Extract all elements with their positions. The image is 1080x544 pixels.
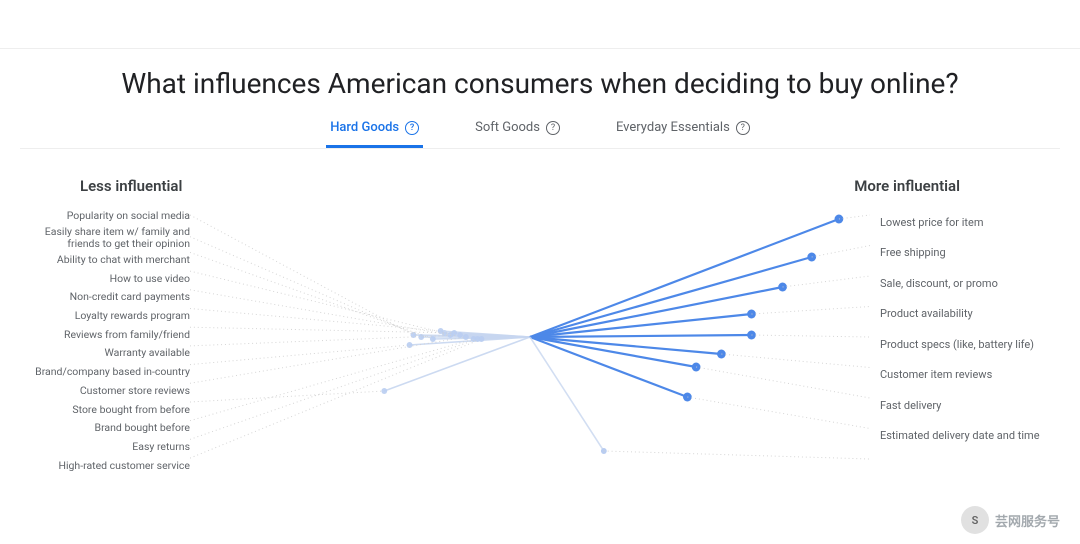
tab-label: Soft Goods	[475, 120, 540, 135]
header-more-influential: More influential	[854, 177, 960, 195]
left-label: Customer store reviews	[20, 382, 190, 401]
tab-label: Everyday Essentials	[616, 120, 730, 135]
left-labels: Popularity on social mediaEasily share i…	[20, 207, 190, 487]
fan-svg	[190, 207, 870, 487]
page-title: What influences American consumers when …	[0, 67, 1080, 100]
left-label: High-rated customer service	[20, 456, 190, 475]
left-label: Easily share item w/ family and friends …	[20, 226, 190, 251]
help-icon[interactable]: ?	[546, 121, 560, 135]
right-label: Product availability	[880, 299, 1060, 330]
right-label: Sale, discount, or promo	[880, 268, 1060, 299]
watermark-text: 芸网服务号	[995, 511, 1060, 530]
category-tabs: Hard Goods?Soft Goods?Everyday Essential…	[20, 112, 1060, 149]
left-label: Ability to chat with merchant	[20, 251, 190, 270]
watermark: S 芸网服务号	[961, 506, 1060, 534]
header-less-influential: Less influential	[80, 177, 182, 195]
left-label: Popularity on social media	[20, 207, 190, 226]
fan-svg-area	[190, 207, 870, 487]
right-label: Estimated delivery date and time	[880, 421, 1060, 452]
right-label: Fast delivery	[880, 390, 1060, 421]
right-labels: Lowest price for itemFree shippingSale, …	[870, 207, 1060, 487]
tab-hard-goods[interactable]: Hard Goods?	[326, 112, 423, 148]
left-label: Brand bought before	[20, 419, 190, 438]
left-label: How to use video	[20, 269, 190, 288]
flag-br[interactable]	[116, 10, 142, 36]
tab-label: Hard Goods	[330, 120, 399, 135]
country-flag-row	[0, 0, 1080, 49]
left-label: Non-credit card payments	[20, 288, 190, 307]
tab-everyday-essentials[interactable]: Everyday Essentials?	[612, 112, 754, 148]
right-label: Product specs (like, battery life)	[880, 329, 1060, 360]
influence-chart: Less influential More influential Popula…	[0, 149, 1080, 487]
left-label: Brand/company based in-country	[20, 363, 190, 382]
left-label: Store bought from before	[20, 400, 190, 419]
left-label: Easy returns	[20, 438, 190, 457]
flag-us[interactable]	[28, 10, 54, 36]
right-label: Customer item reviews	[880, 360, 1060, 391]
help-icon[interactable]: ?	[405, 121, 419, 135]
flag-in[interactable]	[160, 10, 186, 36]
help-icon[interactable]: ?	[736, 121, 750, 135]
right-label: Lowest price for item	[880, 207, 1060, 238]
left-label: Warranty available	[20, 344, 190, 363]
watermark-avatar: S	[961, 506, 989, 534]
flag-uk[interactable]	[72, 10, 98, 36]
tab-soft-goods[interactable]: Soft Goods?	[471, 112, 564, 148]
left-label: Loyalty rewards program	[20, 307, 190, 326]
left-label: Reviews from family/friend	[20, 325, 190, 344]
right-label: Free shipping	[880, 238, 1060, 269]
